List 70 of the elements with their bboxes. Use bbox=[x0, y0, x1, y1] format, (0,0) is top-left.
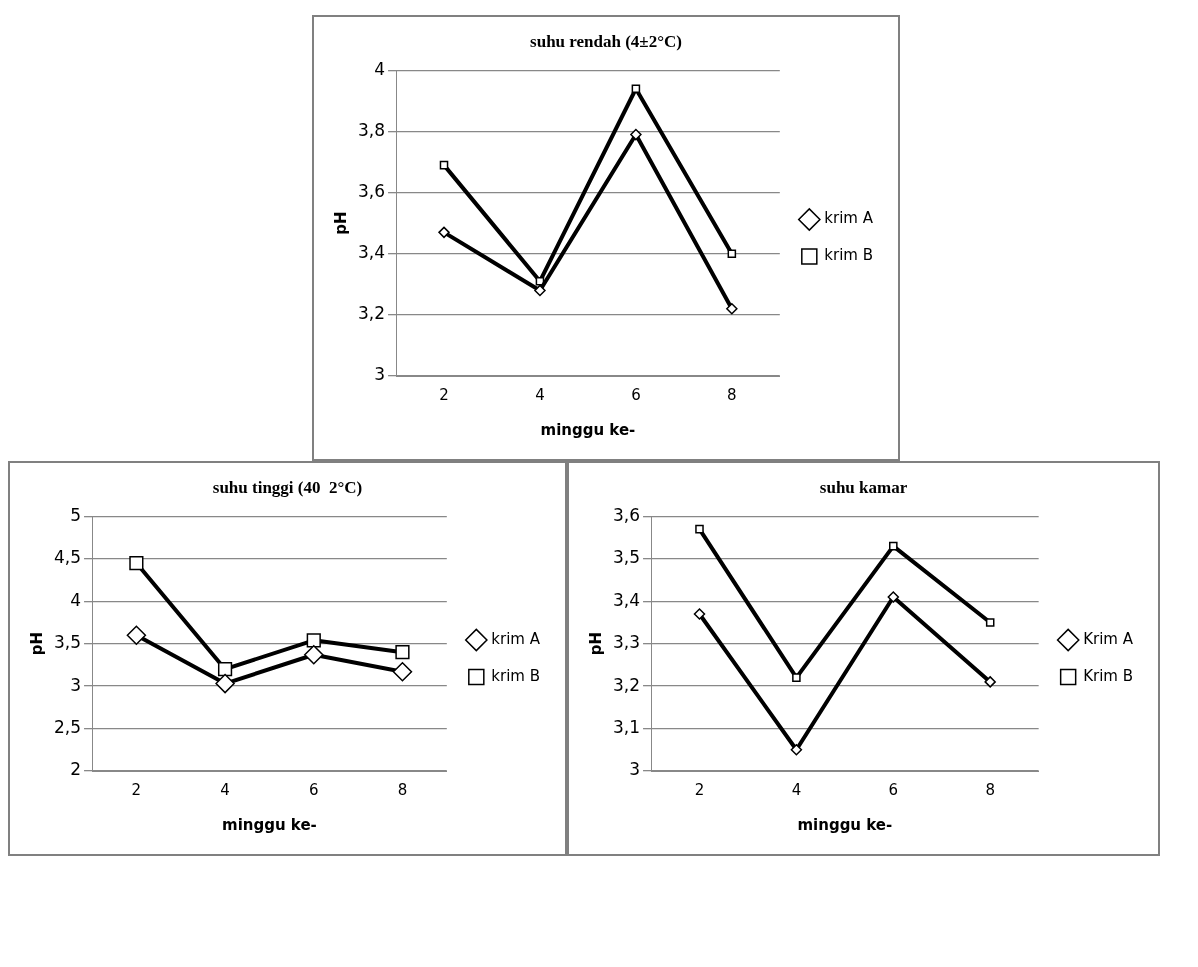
x-axis-title: minggu ke- bbox=[797, 815, 893, 834]
x-tick-label: 2 bbox=[439, 385, 449, 404]
y-tick-label: 3,4 bbox=[612, 589, 641, 610]
x-tick-label: 4 bbox=[791, 780, 802, 799]
point bbox=[215, 673, 235, 694]
x-axis-title: minggu ke- bbox=[540, 420, 636, 439]
legend-label: krim A bbox=[824, 209, 874, 228]
y-tick-label: 3,8 bbox=[357, 119, 386, 140]
y-axis-title: pH bbox=[27, 632, 46, 656]
x-tick-label: 4 bbox=[220, 780, 230, 799]
point bbox=[985, 618, 995, 627]
y-tick-label: 3,6 bbox=[612, 504, 641, 525]
y-tick-label: 3 bbox=[374, 364, 386, 385]
point bbox=[792, 673, 801, 682]
x-tick-label: 8 bbox=[985, 780, 995, 799]
point bbox=[630, 128, 642, 141]
y-tick-label: 4 bbox=[374, 58, 386, 79]
y-tick-label: 3,5 bbox=[53, 632, 82, 653]
chart-title: suhu kamar bbox=[819, 477, 908, 497]
x-tick-label: 6 bbox=[888, 780, 899, 799]
y-tick-label: 3,4 bbox=[357, 242, 386, 263]
y-tick-label: 3,6 bbox=[357, 181, 386, 202]
point bbox=[217, 662, 233, 677]
point bbox=[631, 84, 641, 94]
point bbox=[304, 644, 324, 665]
y-tick-label: 3,5 bbox=[612, 547, 641, 568]
y-tick-label: 4,5 bbox=[53, 547, 82, 568]
x-tick-label: 4 bbox=[535, 385, 545, 404]
legend-label: Krim B bbox=[1083, 666, 1133, 685]
point bbox=[726, 303, 738, 315]
legend-label: krim A bbox=[491, 629, 541, 648]
y-tick-label: 3 bbox=[70, 674, 82, 695]
x-tick-label: 8 bbox=[397, 780, 408, 799]
x-tick-label: 6 bbox=[309, 780, 319, 799]
y-tick-label: 4 bbox=[70, 589, 82, 610]
point bbox=[887, 591, 900, 603]
point bbox=[693, 608, 706, 620]
y-tick-label: 5 bbox=[70, 504, 82, 525]
legend-label: krim B bbox=[824, 246, 874, 265]
point bbox=[129, 555, 144, 571]
legend-label: krim B bbox=[491, 666, 541, 685]
point bbox=[392, 661, 413, 682]
y-axis-title: pH bbox=[586, 632, 605, 656]
x-tick-label: 8 bbox=[727, 385, 737, 404]
point bbox=[534, 284, 546, 297]
chart-title: suhu tinggi (40 2°C) bbox=[212, 477, 363, 497]
y-tick-label: 2 bbox=[70, 759, 82, 780]
y-tick-label: 3 bbox=[629, 759, 641, 780]
point bbox=[727, 249, 737, 259]
point bbox=[889, 541, 898, 551]
chart-title: suhu rendah (4±2°C) bbox=[530, 31, 682, 51]
point bbox=[439, 160, 449, 170]
point bbox=[790, 744, 803, 756]
point bbox=[438, 226, 450, 239]
y-tick-label: 3,2 bbox=[612, 674, 641, 695]
x-tick-label: 2 bbox=[694, 780, 705, 799]
y-tick-label: 3,1 bbox=[612, 716, 641, 737]
y-tick-label: 2,5 bbox=[53, 716, 82, 737]
y-tick-label: 3,3 bbox=[612, 632, 641, 653]
y-axis-title: pH bbox=[331, 211, 350, 235]
x-tick-label: 2 bbox=[131, 780, 142, 799]
point bbox=[395, 645, 410, 660]
legend-label: Krim A bbox=[1083, 629, 1134, 648]
x-axis-title: minggu ke- bbox=[222, 815, 317, 834]
x-tick-label: 6 bbox=[631, 385, 641, 404]
point bbox=[695, 524, 704, 534]
y-tick-label: 3,2 bbox=[357, 303, 386, 324]
point bbox=[984, 676, 996, 688]
point bbox=[126, 625, 147, 645]
point bbox=[306, 633, 321, 648]
